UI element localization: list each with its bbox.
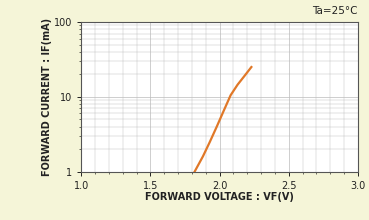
X-axis label: FORWARD VOLTAGE : VF(V): FORWARD VOLTAGE : VF(V) xyxy=(145,192,294,202)
Text: Ta=25°C: Ta=25°C xyxy=(313,6,358,16)
Y-axis label: FORWARD CURRENT : IF(mA): FORWARD CURRENT : IF(mA) xyxy=(42,18,52,176)
